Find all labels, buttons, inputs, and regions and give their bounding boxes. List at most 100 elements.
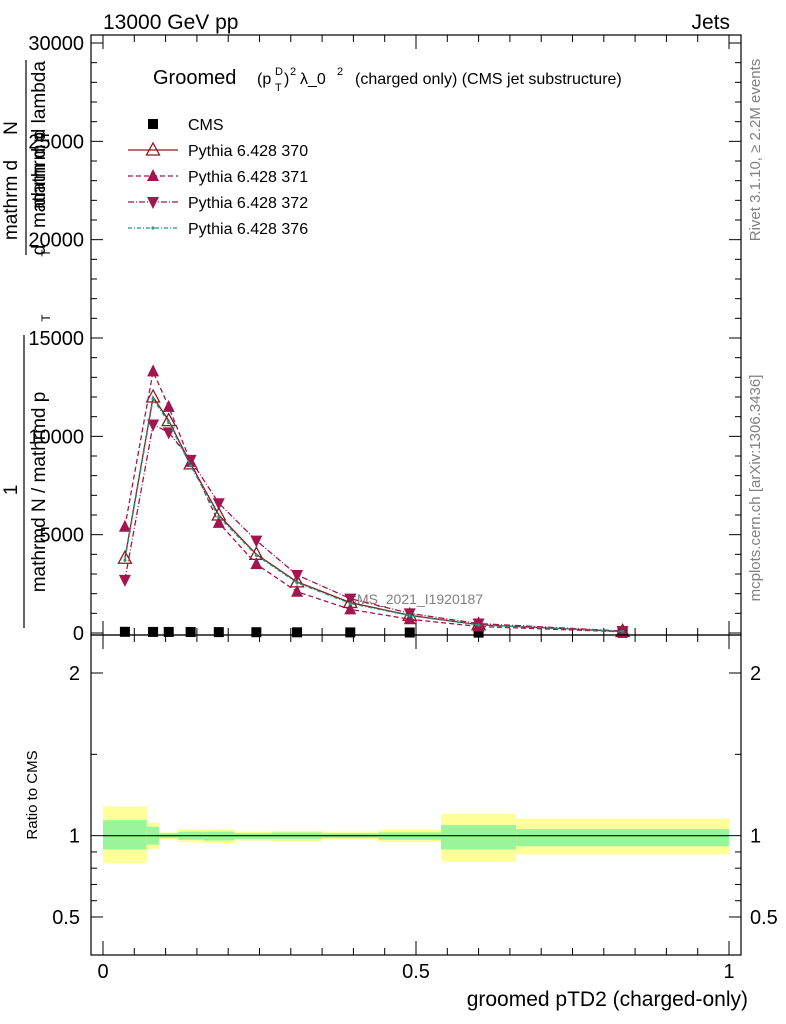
legend-label: Pythia 6.428 371 [188, 169, 308, 186]
data-point [250, 535, 263, 548]
data-point [148, 626, 159, 637]
data-point [163, 626, 174, 637]
ylabel-den-2: d [29, 245, 50, 256]
title-prefix: Groomed [153, 67, 236, 89]
data-point [254, 553, 258, 557]
ylabel-num-1: mathrm d [1, 160, 22, 240]
legend-label: CMS [188, 117, 224, 134]
ratio-y-tick-label-right: 0.5 [750, 907, 778, 929]
data-point [408, 614, 412, 618]
main-title: Groomed (p D T ) 2 λ_0 2 (charged only) … [153, 66, 622, 94]
legend-entry: Pythia 6.428 371 [128, 169, 308, 186]
ratio-y-ticks: 0.5 0.5 1 1 2 2 [52, 663, 778, 929]
legend-entry: Pythia 6.428 372 [128, 195, 308, 212]
data-point [217, 515, 221, 519]
data-point [345, 627, 356, 638]
data-point [473, 627, 484, 638]
x-tick-label: 0 [97, 961, 108, 983]
data-point [162, 399, 175, 412]
data-point [404, 627, 415, 638]
title-lambda: λ_0 [300, 71, 326, 88]
legend-entry: CMS [148, 117, 224, 134]
ylabel-den-t: T [39, 314, 53, 322]
legend-marker [147, 169, 159, 181]
series-4 [123, 397, 625, 634]
data-point [348, 601, 352, 606]
title-close: ) [284, 71, 289, 88]
title-sub-t: T [275, 82, 282, 94]
main-y-ticks: 0 5000 10000 15000 20000 25000 30000 [28, 33, 741, 645]
data-point [344, 593, 357, 606]
ylabel-num-3: mathrm d lambda [29, 61, 50, 209]
ratio-y-tick-label: 2 [69, 663, 80, 685]
legend-label: Pythia 6.428 372 [188, 195, 308, 212]
ylabel-num-2: mathrm d p [29, 132, 50, 228]
data-point [119, 626, 130, 637]
x-axis-label: groomed pTD2 (charged-only) [467, 988, 748, 1011]
data-point [161, 412, 177, 427]
ratio-band-inner [516, 829, 729, 847]
ratio-band [103, 806, 729, 864]
data-point [250, 557, 263, 570]
data-point [620, 629, 625, 634]
title-sup-d: D [275, 66, 283, 78]
data-point [118, 574, 131, 587]
legend-entry: Pythia 6.428 376 [128, 221, 308, 238]
data-point [251, 627, 262, 638]
data-point [117, 549, 133, 564]
series-line [124, 423, 623, 632]
rivet-label: Rivet 3.1.10, ≥ 2.2M events [747, 59, 764, 242]
main-y-tick-label: 25000 [28, 131, 84, 153]
data-point [212, 498, 225, 511]
main-y-label: mathrm d N mathrm d p T mathrm d lambda … [1, 60, 53, 628]
legend-entry: Pythia 6.428 370 [128, 141, 308, 160]
x-tick-label: 1 [723, 961, 734, 983]
legend-label: Pythia 6.428 370 [188, 143, 308, 160]
data-point [147, 419, 160, 432]
data-point [123, 558, 127, 562]
data-point [189, 464, 193, 468]
main-y-tick-label: 20000 [28, 230, 84, 252]
ratio-x-ticks [102, 635, 730, 955]
legend-marker [148, 119, 158, 129]
ratio-y-label: Ratio to CMS [24, 750, 41, 839]
ylabel-num-n: N [1, 121, 22, 135]
legend-marker [147, 197, 159, 209]
header-right: Jets [691, 11, 730, 34]
data-point [344, 602, 357, 615]
main-y-tick-label: 10000 [28, 426, 84, 448]
data-point [291, 584, 304, 597]
main-y-tick-label: 30000 [28, 33, 84, 55]
data-point [185, 627, 196, 638]
main-y-tick-label: 15000 [28, 328, 84, 350]
data-point [184, 454, 197, 467]
legend: CMS Pythia 6.428 370 Pythia 6.428 371 Pythi… [128, 117, 308, 238]
data-point [162, 427, 175, 440]
ratio-y-tick-label: 1 [69, 826, 80, 848]
ylabel-num-t: T [39, 249, 53, 257]
ratio-y-tick-label-right: 2 [750, 663, 761, 685]
ratio-y-tick-label: 0.5 [52, 907, 80, 929]
legend-marker [145, 141, 161, 156]
mcplots-label: mcplots.cern.ch [arXiv:1306.3436] [747, 375, 764, 602]
data-point [477, 623, 481, 627]
series-layer [117, 364, 631, 639]
data-point [147, 364, 160, 377]
data-point [291, 569, 304, 582]
ratio-plot-frame [90, 634, 742, 956]
series-0 [119, 626, 628, 638]
watermark: CMS_2021_I1920187 [347, 591, 483, 607]
data-point [295, 581, 299, 585]
title-p: (p [257, 71, 271, 88]
title-suffix: (charged only) (CMS jet substructure) [355, 71, 622, 88]
main-y-tick-label: 5000 [40, 525, 85, 547]
header-left: 13000 GeV pp [103, 11, 238, 34]
data-point [118, 519, 131, 532]
ylabel-one: 1 [1, 485, 22, 496]
ratio-band-inner [441, 825, 517, 850]
data-point [145, 388, 161, 403]
ratio-band-inner [103, 820, 147, 850]
data-point [292, 627, 303, 638]
title-sq: 2 [290, 66, 296, 78]
